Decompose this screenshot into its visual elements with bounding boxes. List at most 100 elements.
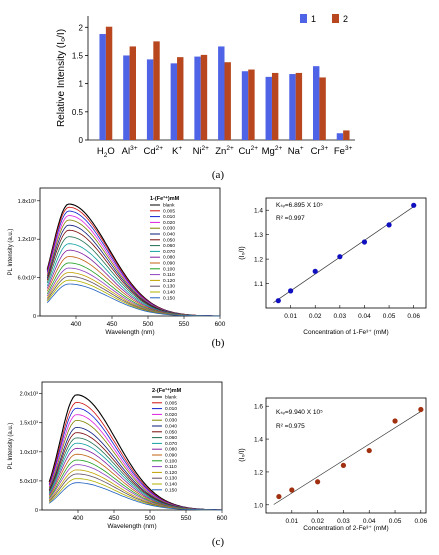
legend-label-0.100: 0.100 xyxy=(165,458,177,464)
sv-x-tick-label: 0.01 xyxy=(284,313,297,320)
legend-label-0.030: 0.030 xyxy=(163,226,175,232)
sv-y-tick-label: 1.3 xyxy=(254,232,263,239)
category-label-Cr3+: Cr3+ xyxy=(311,145,329,157)
legend-swatch-1 xyxy=(300,14,307,23)
panel-a-y-tick-label: 0 xyxy=(79,136,84,145)
legend-label-0.080: 0.080 xyxy=(165,447,177,453)
sv-y-tick-label: 1.4 xyxy=(254,437,263,444)
category-label-Mg2+: Mg2+ xyxy=(262,145,283,157)
sv-x-tick-label: 0.04 xyxy=(358,313,371,320)
sv-data-point xyxy=(340,462,347,468)
legend-label-0.030: 0.030 xyxy=(165,418,177,424)
sv-fit-line xyxy=(273,409,424,505)
legend-label-0.100: 0.100 xyxy=(163,266,175,272)
sv-data-point xyxy=(386,222,392,228)
legend-label-0.130: 0.130 xyxy=(165,476,177,482)
y-tick-label: 1.0x10³ xyxy=(20,450,39,456)
y-tick-label: 0 xyxy=(35,508,38,514)
legend-swatch-2 xyxy=(332,14,339,23)
x-tick-label: 450 xyxy=(107,321,118,328)
legend-label-0.040: 0.040 xyxy=(165,424,177,430)
sv-y-tick-label: 1.2 xyxy=(254,469,263,476)
panel-c-spectra-frame xyxy=(41,381,223,511)
spectrum-curve-0.130 xyxy=(46,275,220,317)
sv-x-tick-label: 0.04 xyxy=(363,518,376,525)
sv-data-point xyxy=(418,406,424,413)
x-tick-label: 500 xyxy=(145,515,156,522)
sv-data-point xyxy=(312,268,318,274)
spectrum-curve-0.140 xyxy=(48,478,222,511)
category-label-Zn2+: Zn2+ xyxy=(215,145,234,157)
sv-x-tick-label: 0.03 xyxy=(334,313,347,320)
bar-2-Zn2+ xyxy=(224,62,231,140)
legend-label-0.010: 0.010 xyxy=(163,214,175,220)
panel-c-spectra-y-label: PL Intensity (a.u.) xyxy=(8,423,14,470)
bar-2-Cd2+ xyxy=(153,41,160,141)
bar-1-Na+ xyxy=(289,74,296,140)
bar-2-H2O xyxy=(105,26,113,140)
bar-1-Al3+ xyxy=(123,55,130,140)
sv-data-point xyxy=(366,447,372,454)
legend-label-0.050: 0.050 xyxy=(165,429,177,435)
category-label-Cd2+: Cd2+ xyxy=(144,145,164,157)
spectrum-curve-0.150 xyxy=(46,283,220,317)
legend-label-0.020: 0.020 xyxy=(165,412,177,418)
y-tick-label: 1.8x10³ xyxy=(18,199,37,205)
bar-2-Fe3+ xyxy=(343,130,350,140)
spectrum-curve-0.020 xyxy=(48,414,222,511)
sv-y-tick-label: 1.2 xyxy=(254,257,263,264)
category-label-K+: K+ xyxy=(172,145,182,157)
panel-c-ksv: Kₛᵥ=9.940 X 10⁵ xyxy=(276,409,323,416)
bar-1-K+ xyxy=(170,63,178,140)
bar-1-H2O xyxy=(99,34,106,140)
bar-2-Al3+ xyxy=(129,46,136,140)
sv-data-point xyxy=(275,298,281,304)
sv-data-point xyxy=(276,493,282,500)
spectrum-curve-0.005 xyxy=(46,206,220,317)
sv-data-point xyxy=(337,254,343,260)
sv-x-tick-label: 0.02 xyxy=(309,313,322,320)
sv-data-point xyxy=(288,288,294,294)
legend-label-0.040: 0.040 xyxy=(163,232,175,238)
x-tick-label: 400 xyxy=(71,321,82,328)
legend-label-0.140: 0.140 xyxy=(163,290,175,296)
legend-label-0.110: 0.110 xyxy=(163,272,175,278)
bar-1-Cr3+ xyxy=(313,66,320,140)
bar-2-Na+ xyxy=(295,72,303,140)
legend-title: 2-(Fe³⁺)mM xyxy=(152,387,182,394)
panel-b-sv-x-label: Concentration of 1-Fe³⁺ (mM) xyxy=(303,329,388,336)
legend-label-0.150: 0.150 xyxy=(163,295,175,301)
category-label-Fe3+: Fe3+ xyxy=(334,145,353,157)
sv-y-tick-label: 1.4 xyxy=(254,208,263,215)
panel-b-r2: R² =0.997 xyxy=(276,215,305,222)
bar-2-Mg2+ xyxy=(271,72,279,140)
y-tick-label: 0 xyxy=(33,314,36,320)
panel-b-sv-y-label: (I₀/I) xyxy=(239,246,246,259)
sv-data-point xyxy=(289,487,295,493)
panel-b-spectra-y-label: PL Intensity (a.u.) xyxy=(8,229,14,276)
sv-x-tick-label: 0.01 xyxy=(285,518,298,525)
panel-b-label: (b) xyxy=(212,337,225,349)
panel-a-y-label: Relative Intensity (I₀/I) xyxy=(56,29,67,127)
x-tick-label: 500 xyxy=(143,321,154,328)
spectrum-curve-0.120 xyxy=(46,272,220,317)
y-tick-label: 1.2x10³ xyxy=(18,237,37,243)
x-tick-label: 550 xyxy=(179,321,190,328)
legend-label-1: 1 xyxy=(311,14,316,24)
x-tick-label: 550 xyxy=(181,515,192,522)
bar-2-Cu2+ xyxy=(248,69,255,140)
panel-a-y-tick-label: 2 xyxy=(79,23,84,32)
panel-a-y-tick-label: 1 xyxy=(79,80,84,89)
legend-label-0.140: 0.140 xyxy=(165,482,177,488)
legend-label-0.070: 0.070 xyxy=(163,249,175,255)
sv-data-point xyxy=(411,202,417,208)
legend-label-0.060: 0.060 xyxy=(163,243,175,249)
x-tick-label: 400 xyxy=(73,515,84,522)
x-tick-label: 600 xyxy=(215,321,226,328)
sv-x-tick-label: 0.03 xyxy=(337,518,350,525)
spectrum-curve-0.150 xyxy=(48,482,222,511)
sv-x-tick-label: 0.02 xyxy=(311,518,324,525)
sv-x-tick-label: 0.05 xyxy=(389,518,402,525)
legend-label-0.010: 0.010 xyxy=(165,406,177,412)
